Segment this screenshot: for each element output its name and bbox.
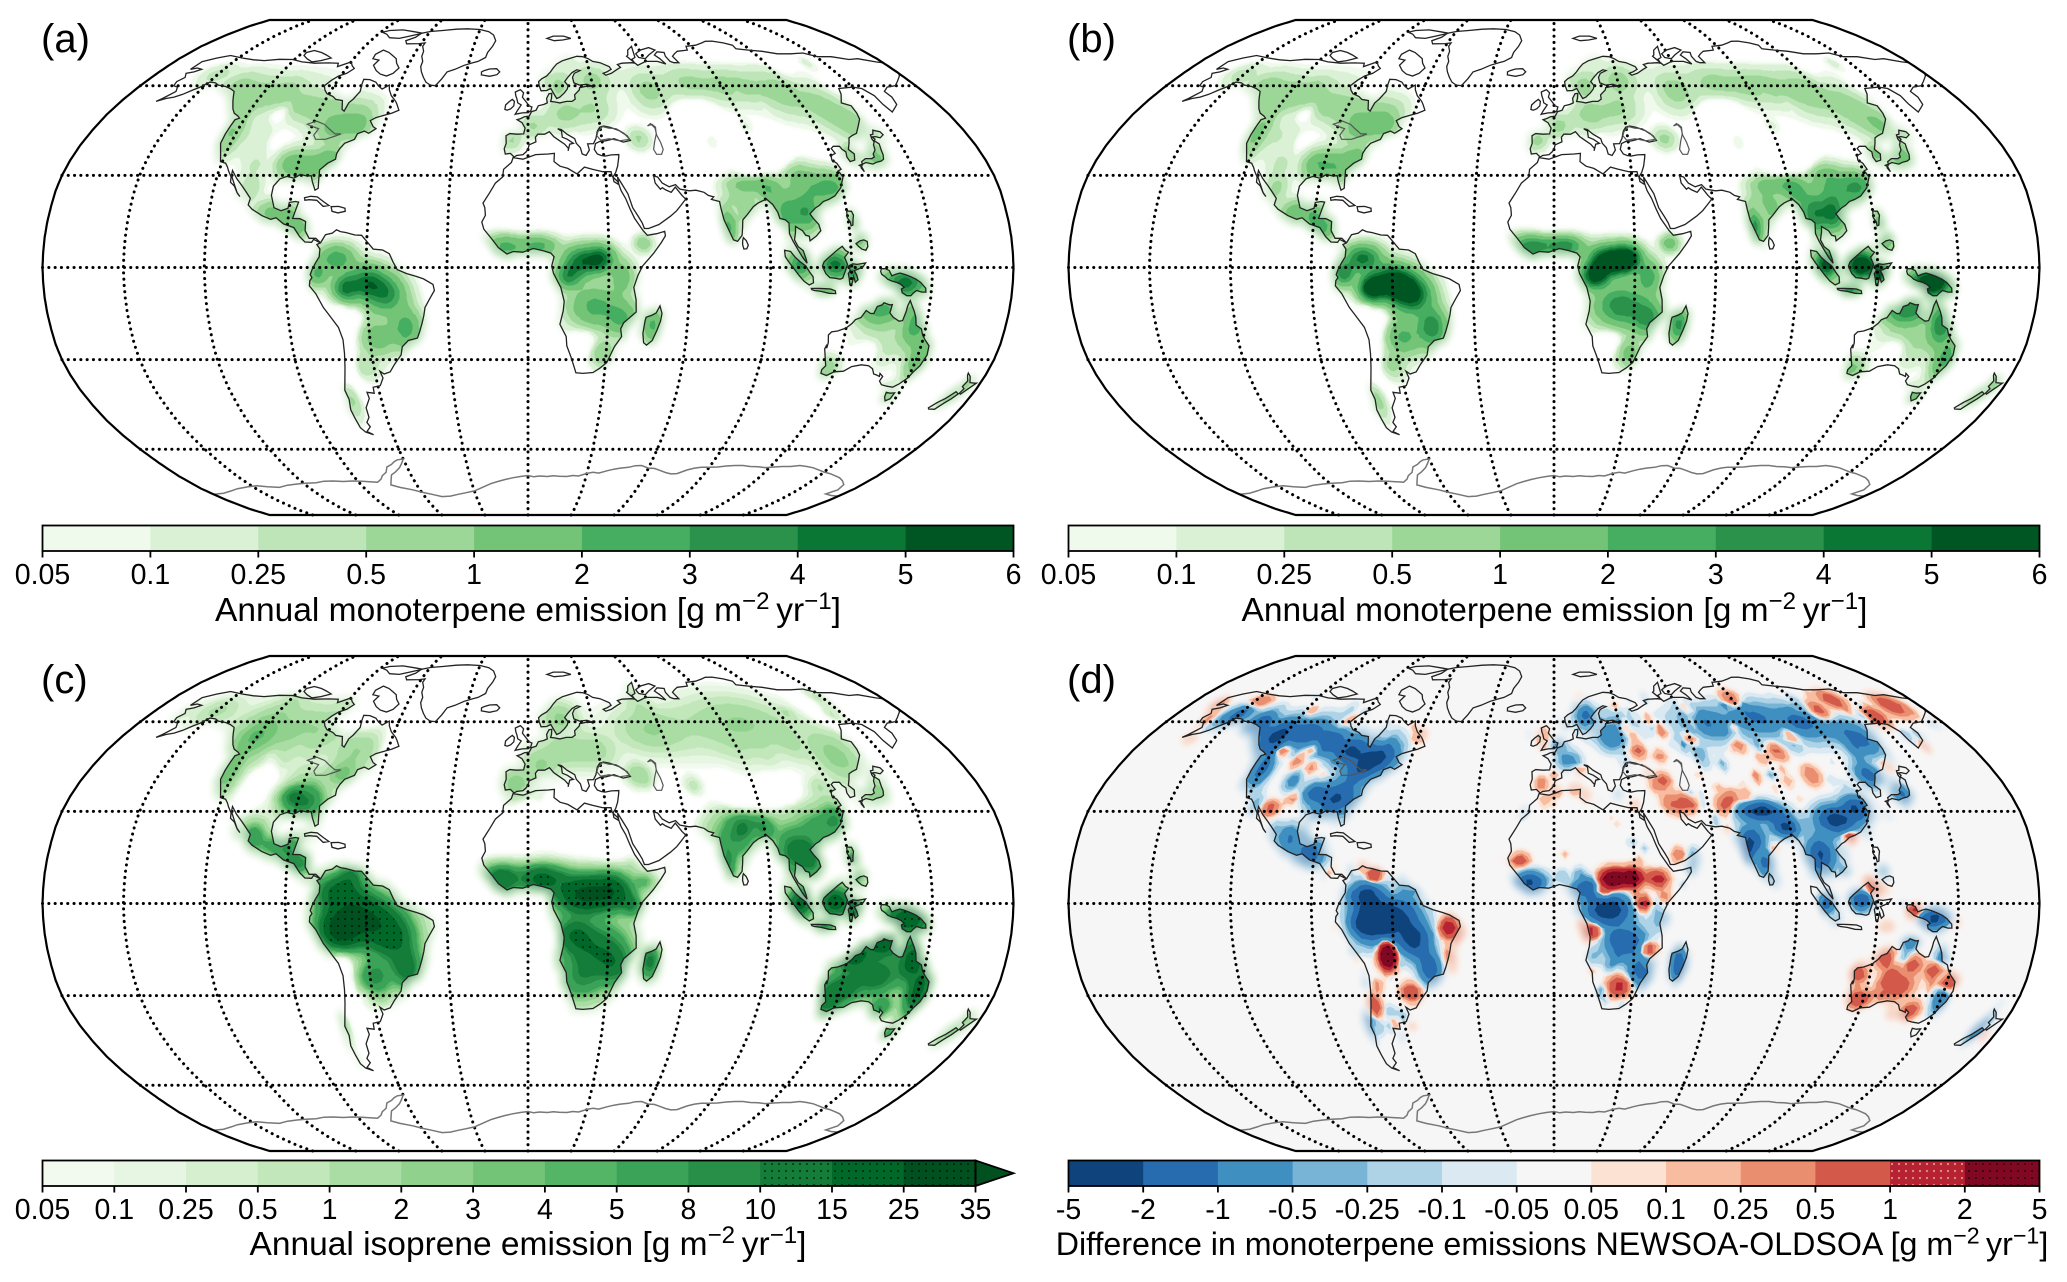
svg-text:5: 5	[609, 1194, 625, 1226]
svg-text:3: 3	[682, 559, 698, 591]
svg-text:1: 1	[466, 559, 482, 591]
svg-text:8: 8	[680, 1194, 696, 1226]
svg-text:15: 15	[816, 1194, 848, 1226]
svg-text:10: 10	[744, 1194, 776, 1226]
svg-text:0.1: 0.1	[1646, 1194, 1686, 1226]
svg-text:0.5: 0.5	[1796, 1194, 1836, 1226]
svg-text:6: 6	[1006, 559, 1022, 591]
svg-text:5: 5	[898, 559, 914, 591]
svg-text:5: 5	[1924, 559, 1940, 591]
svg-text:0.1: 0.1	[131, 559, 171, 591]
svg-text:Annual monoterpene emission [g: Annual monoterpene emission [g m−2 yr−1]	[215, 588, 841, 629]
svg-text:2: 2	[574, 559, 590, 591]
svg-text:2: 2	[1600, 559, 1616, 591]
svg-text:0.05: 0.05	[15, 559, 70, 591]
svg-text:4: 4	[537, 1194, 553, 1226]
svg-text:2: 2	[393, 1194, 409, 1226]
svg-text:-0.5: -0.5	[1268, 1194, 1317, 1226]
svg-text:(a): (a)	[41, 17, 90, 61]
svg-text:1: 1	[1882, 1194, 1898, 1226]
svg-text:Difference in monoterpene emis: Difference in monoterpene emissions NEWS…	[1056, 1222, 2049, 1262]
svg-text:0.25: 0.25	[158, 1194, 213, 1226]
svg-text:35: 35	[960, 1194, 992, 1226]
svg-text:-1: -1	[1205, 1194, 1230, 1226]
svg-text:3: 3	[1708, 559, 1724, 591]
svg-text:0.25: 0.25	[231, 559, 286, 591]
svg-text:2: 2	[1957, 1194, 1973, 1226]
svg-text:0.25: 0.25	[1257, 559, 1312, 591]
svg-text:(b): (b)	[1067, 17, 1116, 61]
svg-text:0.1: 0.1	[1157, 559, 1197, 591]
svg-text:25: 25	[888, 1194, 920, 1226]
svg-text:0.5: 0.5	[1372, 559, 1412, 591]
svg-text:(c): (c)	[41, 658, 88, 702]
svg-text:-0.25: -0.25	[1335, 1194, 1400, 1226]
svg-text:3: 3	[465, 1194, 481, 1226]
svg-text:0.05: 0.05	[15, 1194, 70, 1226]
svg-text:(d): (d)	[1067, 658, 1116, 702]
svg-text:Annual monoterpene emission [g: Annual monoterpene emission [g m−2 yr−1]	[1242, 588, 1868, 629]
svg-text:4: 4	[1816, 559, 1832, 591]
svg-text:0.1: 0.1	[94, 1194, 134, 1226]
svg-text:0.05: 0.05	[1564, 1194, 1619, 1226]
svg-text:0.5: 0.5	[238, 1194, 278, 1226]
svg-text:0.05: 0.05	[1041, 559, 1096, 591]
svg-text:4: 4	[790, 559, 806, 591]
svg-text:-5: -5	[1056, 1194, 1081, 1226]
svg-text:5: 5	[2032, 1194, 2048, 1226]
svg-text:1: 1	[1492, 559, 1508, 591]
svg-text:0.5: 0.5	[346, 559, 386, 591]
svg-text:0.25: 0.25	[1713, 1194, 1768, 1226]
svg-text:-2: -2	[1131, 1194, 1156, 1226]
svg-text:-0.05: -0.05	[1484, 1194, 1549, 1226]
svg-text:-0.1: -0.1	[1417, 1194, 1466, 1226]
svg-text:1: 1	[322, 1194, 338, 1226]
svg-text:6: 6	[2032, 559, 2048, 591]
